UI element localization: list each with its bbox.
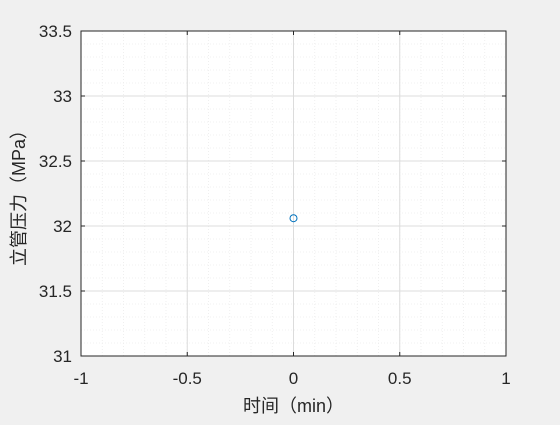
x-tick-label: 0 <box>289 369 298 388</box>
x-tick-label: -1 <box>73 369 88 388</box>
y-tick-label: 31 <box>53 347 72 366</box>
y-tick-label: 33.5 <box>39 22 72 41</box>
data-point <box>289 214 298 223</box>
data-points <box>289 214 298 223</box>
x-tick-label: 0.5 <box>388 369 412 388</box>
y-tick-label: 33 <box>53 87 72 106</box>
x-axis-title: 时间（min） <box>243 396 344 416</box>
x-tick-label: -0.5 <box>173 369 202 388</box>
y-axis-title: 立管压力（MPa） <box>9 121 29 266</box>
y-tick-label: 31.5 <box>39 282 72 301</box>
x-ticks: -1 -0.5 0 0.5 1 <box>73 31 511 388</box>
y-tick-label: 32.5 <box>39 152 72 171</box>
y-tick-label: 32 <box>53 217 72 236</box>
y-ticks: 31 31.5 32 32.5 33 33.5 <box>39 22 506 366</box>
x-tick-label: 1 <box>501 369 510 388</box>
